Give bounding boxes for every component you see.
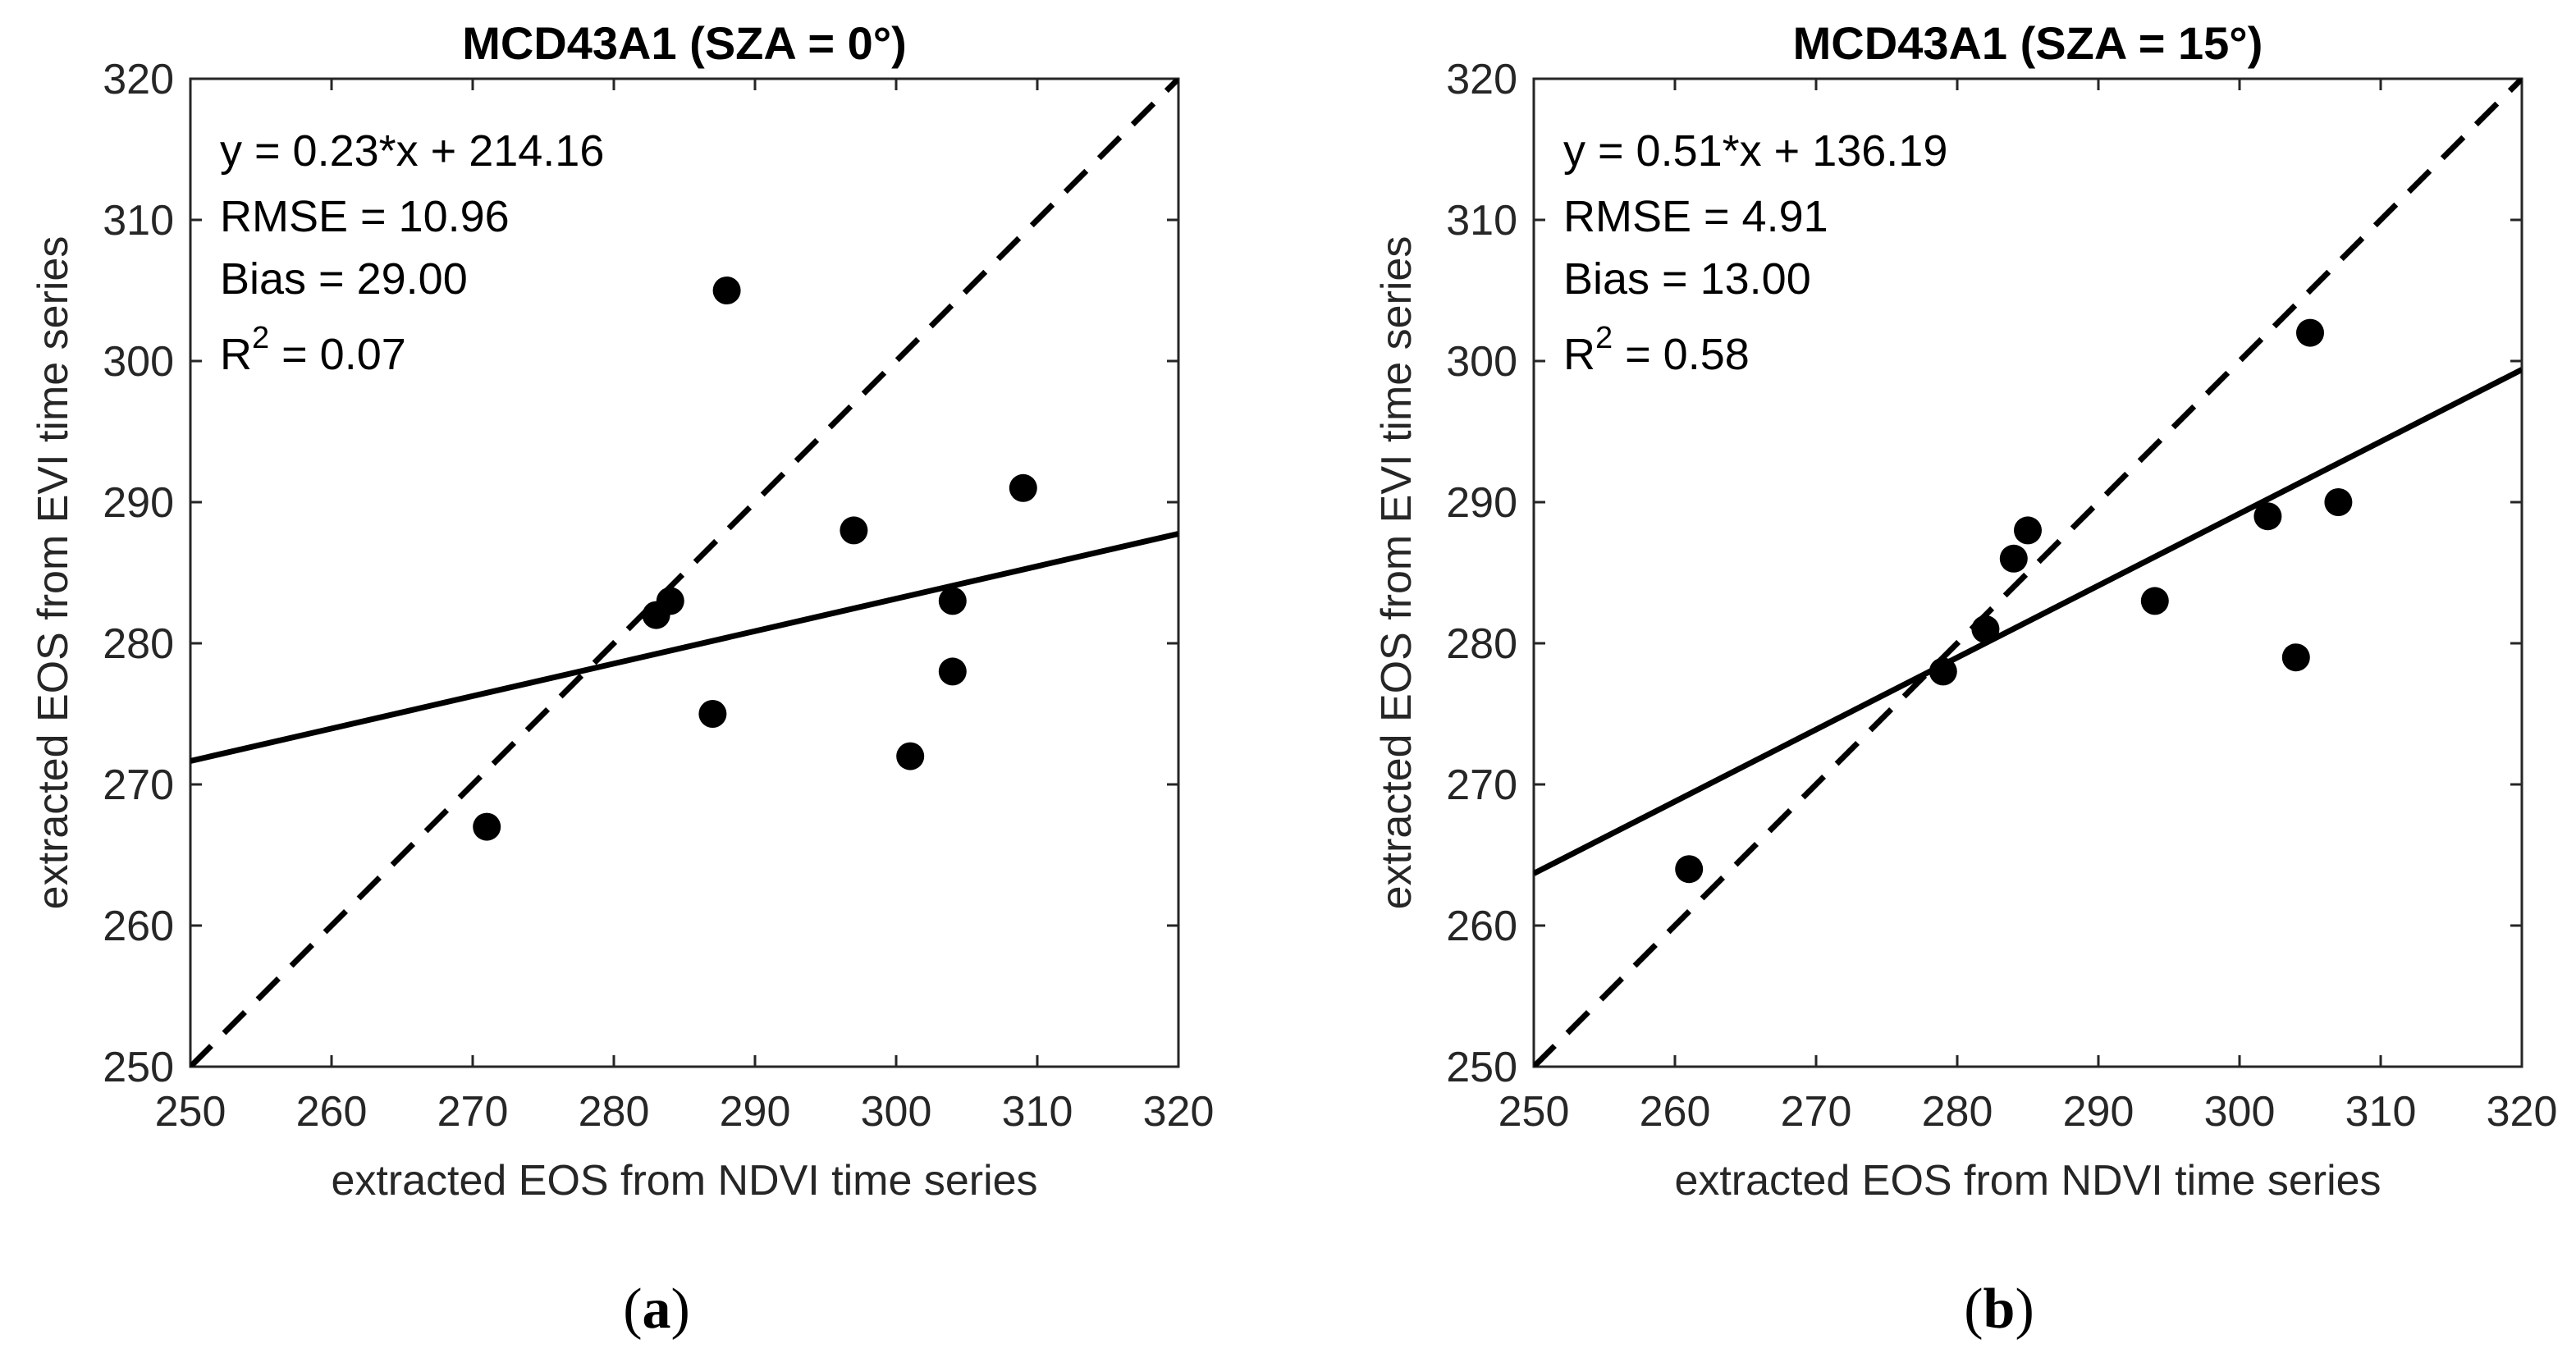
y-tick-label: 290 <box>103 479 174 527</box>
data-point <box>2014 516 2042 545</box>
chart-title: MCD43A1 (SZA = 15°) <box>1793 17 2263 69</box>
r-squared-symbol: R <box>220 330 252 379</box>
r-squared-symbol: R <box>1563 330 1595 379</box>
r-squared-superscript: 2 <box>252 321 269 355</box>
data-point <box>2253 502 2282 531</box>
y-tick-label: 310 <box>103 197 174 245</box>
x-tick-label: 280 <box>1922 1088 1993 1136</box>
x-tick-label: 250 <box>1498 1088 1570 1136</box>
panel-label-open: ( <box>623 1278 642 1341</box>
y-tick-label: 270 <box>1446 761 1517 809</box>
r-squared-annotation: R2 = 0.58 <box>1563 321 1750 379</box>
y-tick-label: 320 <box>103 56 174 103</box>
panel-label-close: ) <box>671 1278 690 1341</box>
r-squared-value: = 0.58 <box>1613 330 1750 379</box>
y-tick-label: 290 <box>1446 479 1517 527</box>
data-point <box>712 277 741 304</box>
y-tick-label: 300 <box>103 338 174 386</box>
data-point <box>896 742 925 770</box>
equation-annotation: y = 0.51*x + 136.19 <box>1563 126 1947 176</box>
y-tick-label: 300 <box>1446 338 1517 386</box>
y-tick-label: 260 <box>1446 903 1517 950</box>
x-tick-label: 270 <box>1781 1088 1852 1136</box>
bias-annotation: Bias = 29.00 <box>220 254 468 304</box>
chart-panel-a: 250 260 270 280 290 300 310 320 250 260 270 280 290 3… <box>30 17 1214 1341</box>
y-tick-label: 280 <box>1446 620 1517 668</box>
panel-label-letter: b <box>1983 1278 2016 1341</box>
chart-panel-b: 250 260 270 280 290 300 310 320 250 260 270 280 290 3… <box>1373 17 2557 1341</box>
x-tick-label: 260 <box>1640 1088 1711 1136</box>
x-tick-label: 320 <box>1143 1088 1215 1136</box>
r-squared-value: = 0.07 <box>269 330 406 379</box>
identity-line <box>190 79 1178 1067</box>
x-tick-label: 250 <box>155 1088 226 1136</box>
x-tick-label: 290 <box>2063 1088 2134 1136</box>
regression-line <box>190 531 1178 764</box>
data-point <box>1929 657 1957 686</box>
panel-label-letter: a <box>643 1278 671 1341</box>
data-point <box>2281 643 2310 672</box>
panel-label-close: ) <box>2015 1278 2034 1341</box>
rmse-annotation: RMSE = 10.96 <box>220 192 510 241</box>
x-tick-label: 270 <box>437 1088 509 1136</box>
x-tick-label: 310 <box>1002 1088 1073 1136</box>
axes-box <box>1532 77 2523 1068</box>
rmse-annotation: RMSE = 4.91 <box>1563 192 1828 241</box>
data-point <box>2140 587 2169 615</box>
data-point <box>938 587 967 615</box>
r-squared-superscript: 2 <box>1595 321 1613 355</box>
data-point <box>2324 488 2353 516</box>
data-point <box>1675 855 1704 884</box>
y-tick-label: 260 <box>103 903 174 950</box>
bias-annotation: Bias = 13.00 <box>1563 254 1811 304</box>
data-point <box>1999 544 2028 573</box>
data-point <box>473 812 501 841</box>
data-point <box>1971 615 2000 643</box>
y-tick-label: 250 <box>103 1044 174 1091</box>
data-point <box>1009 473 1037 502</box>
x-axis-label: extracted EOS from NDVI time series <box>1674 1157 2381 1205</box>
panel-label: (a) <box>623 1278 690 1341</box>
data-point <box>698 700 727 728</box>
y-axis-label: extracted EOS from EVI time series <box>1373 236 1421 910</box>
y-tick-label: 270 <box>103 761 174 809</box>
x-tick-label: 300 <box>2204 1088 2276 1136</box>
y-tick-label: 310 <box>1446 197 1517 245</box>
y-tick-label: 280 <box>103 620 174 668</box>
chart-title: MCD43A1 (SZA = 0°) <box>462 17 907 69</box>
identity-line <box>1534 79 2522 1067</box>
axes-box <box>189 77 1180 1068</box>
panel-label-open: ( <box>1964 1278 1983 1341</box>
r-squared-annotation: R2 = 0.07 <box>220 321 406 379</box>
x-tick-label: 260 <box>296 1088 368 1136</box>
panel-label: (b) <box>1964 1278 2034 1341</box>
x-tick-label: 320 <box>2487 1088 2558 1136</box>
x-axis-label: extracted EOS from NDVI time series <box>331 1157 1037 1205</box>
x-tick-label: 300 <box>861 1088 932 1136</box>
y-tick-label: 320 <box>1446 56 1517 103</box>
equation-annotation: y = 0.23*x + 214.16 <box>220 126 604 176</box>
y-tick-label: 250 <box>1446 1044 1517 1091</box>
data-point <box>840 516 868 545</box>
data-point <box>938 657 967 686</box>
x-tick-label: 310 <box>2345 1088 2417 1136</box>
regression-line <box>1534 367 2522 876</box>
y-axis-label: extracted EOS from EVI time series <box>30 236 77 910</box>
x-tick-label: 290 <box>720 1088 791 1136</box>
x-tick-label: 280 <box>579 1088 650 1136</box>
data-point <box>2296 318 2324 347</box>
data-point <box>656 587 684 615</box>
